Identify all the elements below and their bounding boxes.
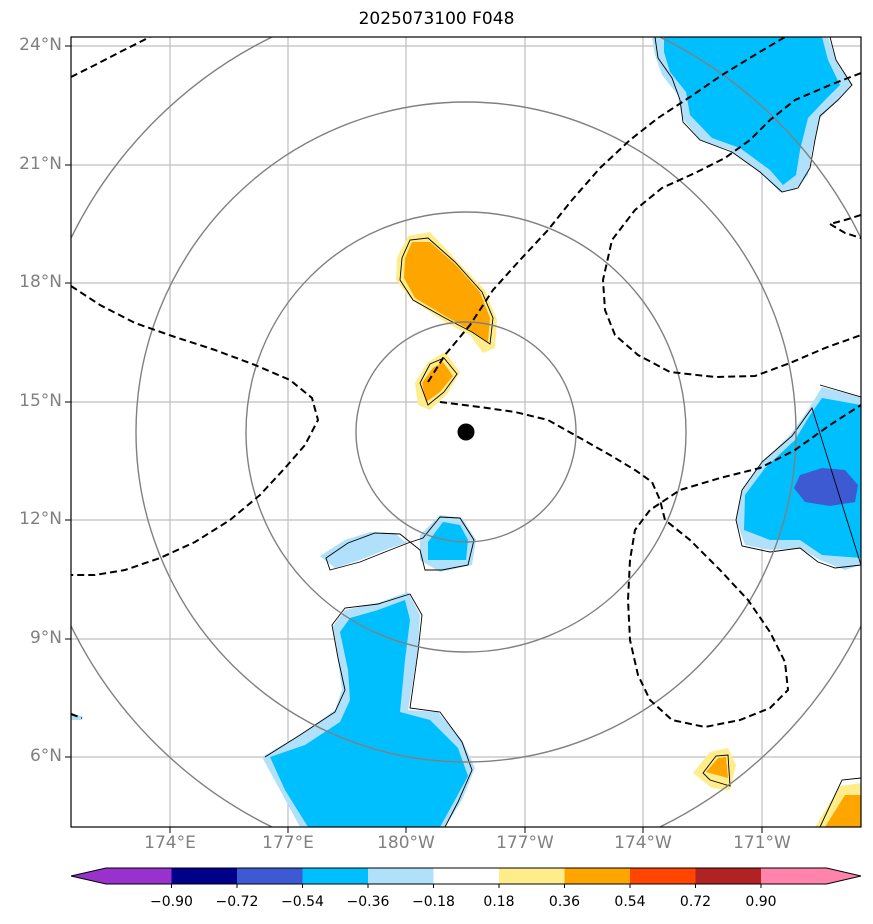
colorbar-bin-4 [302, 868, 368, 884]
range-ring-2 [245, 211, 687, 653]
range-rings [71, 37, 861, 827]
dashed-contour-center [439, 401, 861, 729]
colorbar-bin-11 [761, 868, 827, 884]
lon-label: 177°W [496, 833, 554, 853]
colorbar-bin-8 [564, 868, 630, 884]
lon-label: 180°W [377, 833, 435, 853]
colorbar-tick-label: 0.90 [745, 894, 777, 910]
colorbar-tick-label: 0.18 [483, 894, 515, 910]
colorbar-bin-1 [106, 868, 172, 884]
dashed-contour-northeast-edge [829, 214, 861, 225]
orange-region-southeast-core [825, 795, 861, 827]
lon-label: 177°E [262, 833, 314, 853]
lat-label: 6°N [29, 746, 62, 766]
map-frame [70, 36, 862, 828]
dashed-contour-west [71, 285, 320, 576]
colorbar-outline [70, 867, 862, 885]
blue-region-northeast-core [664, 37, 840, 185]
lat-label: 24°N [19, 35, 62, 55]
colorbar [70, 867, 862, 888]
lat-label: 21°N [19, 154, 62, 174]
colorbar-bin-7 [499, 868, 565, 884]
dashed-contour-main [427, 37, 786, 383]
dashed-contour-sw-corner [71, 713, 83, 719]
orange-region-north-core [404, 242, 490, 342]
range-ring-1 [355, 321, 577, 543]
blue-region-south-core [270, 600, 468, 827]
lat-label: 9°N [29, 628, 62, 648]
colorbar-bin-9 [630, 868, 696, 884]
colorbar-tick-label: 0.72 [679, 894, 712, 910]
colorbar-bin-2 [171, 868, 237, 884]
lon-label: 171°W [733, 833, 791, 853]
lat-label: 12°N [19, 509, 62, 529]
colorbar-extend-high [826, 868, 861, 884]
storm-center-marker [457, 423, 475, 441]
dashed-contour-east-edge [829, 223, 861, 239]
lat-label: 15°N [19, 391, 62, 411]
blue-region-small-west [320, 532, 406, 568]
colorbar-bin-10 [695, 868, 761, 884]
colorbar-tick-label: 0.54 [614, 894, 646, 910]
lat-label: 18°N [19, 272, 62, 292]
colorbar-tick-label: −0.54 [281, 894, 324, 910]
colorbar-bin-3 [237, 868, 303, 884]
anomaly-outlines [264, 37, 861, 827]
colorbar-tick-label: −0.72 [215, 894, 259, 910]
orange-region-south-small-core [706, 757, 728, 778]
dashed-contour-northwest [71, 37, 151, 78]
colorbar-tick-label: −0.36 [346, 894, 390, 910]
colorbar-extend-low [71, 868, 106, 884]
range-ring-3 [135, 101, 797, 763]
dashed-contours [71, 37, 861, 729]
orange-region-mid-core [422, 362, 453, 402]
lon-label: 174°E [144, 833, 196, 853]
colorbar-bin-5 [368, 868, 434, 884]
colorbar-bin-6 [433, 868, 499, 884]
dashed-contour-east-loop [601, 72, 861, 379]
map-layers [71, 37, 861, 827]
colorbar-tick-label: 0.36 [548, 894, 581, 910]
map-title: 2025073100 F048 [358, 9, 515, 29]
axis-ticks [65, 45, 763, 833]
negative-anomaly-regions [71, 37, 861, 827]
dark-blue-region-east [794, 468, 858, 506]
lon-label: 174°W [614, 833, 672, 853]
colorbar-tick-label: −0.18 [412, 894, 455, 910]
colorbar-tick-label: −0.90 [150, 894, 193, 910]
